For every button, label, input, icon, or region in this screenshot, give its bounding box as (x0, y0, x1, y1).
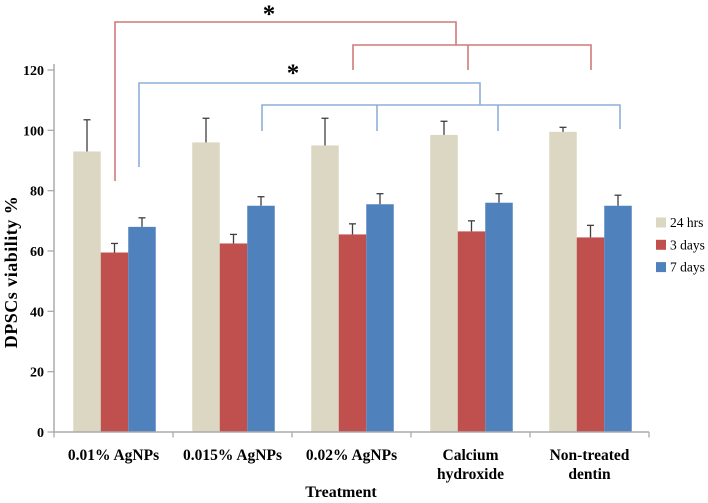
category-label-0-02-agnps: 0.02% AgNPs (306, 447, 397, 464)
legend-swatch-24-hrs (656, 217, 666, 228)
legend-label-7-days: 7 days (670, 260, 705, 275)
bar-3-days-non-treated-dentin (576, 237, 605, 432)
bar-24-hrs-0-02-agnps (311, 145, 339, 432)
y-tick-label-20: 20 (30, 366, 44, 381)
bar-3-days-0-01-agnps (100, 252, 129, 432)
bar-24-hrs-non-treated-dentin (549, 131, 577, 432)
y-tick-label-60: 60 (30, 245, 44, 260)
bar-24-hrs-0-01-agnps (73, 151, 101, 432)
y-tick-label-40: 40 (30, 305, 44, 320)
bar-7-days-0-015-agnps (247, 205, 275, 432)
category-label-calcium-hydroxide-line2: hydroxide (437, 466, 504, 483)
x-axis-title: Treatment (305, 484, 377, 501)
bar-7-days-non-treated-dentin (604, 205, 632, 432)
significance-bracket-red-3days-comparison-line1 (352, 44, 592, 70)
category-label-0-015-agnps: 0.015% AgNPs (183, 447, 282, 464)
y-tick-label-100: 100 (23, 124, 44, 139)
significance-bracket-red-3days-comparison-line0 (114, 21, 457, 181)
bar-3-days-calcium-hydroxide (457, 231, 486, 432)
bar-24-hrs-calcium-hydroxide (430, 134, 458, 432)
bar-7-days-0-01-agnps (128, 226, 156, 432)
bar-3-days-0-02-agnps (338, 234, 367, 432)
legend-label-3-days: 3 days (670, 237, 705, 252)
y-axis-title: DPSCs viability % (1, 196, 21, 349)
bar-3-days-0-015-agnps (219, 243, 248, 432)
category-label-calcium-hydroxide-line1: Calcium (443, 447, 499, 464)
significance-asterisk-blue-7days-comparison: * (287, 60, 300, 87)
category-label-non-treated-dentin-line1: Non-treated (550, 447, 630, 464)
legend-swatch-3-days (656, 239, 666, 250)
bar-7-days-0-02-agnps (366, 204, 394, 432)
category-label-non-treated-dentin-line2: dentin (568, 466, 611, 483)
y-tick-label-0: 0 (37, 426, 44, 441)
y-tick-label-120: 120 (23, 64, 44, 79)
bar-24-hrs-0-015-agnps (192, 142, 220, 432)
legend-swatch-7-days (656, 262, 666, 273)
significance-asterisk-red-3days-comparison: * (263, 1, 276, 28)
significance-bracket-blue-7days-comparison-line1 (261, 104, 621, 131)
bar-7-days-calcium-hydroxide (485, 202, 513, 432)
significance-bracket-blue-7days-comparison-line0 (138, 82, 481, 167)
y-tick-label-80: 80 (30, 185, 44, 200)
category-label-0-01-agnps: 0.01% AgNPs (68, 447, 159, 464)
legend-label-24-hrs: 24 hrs (670, 215, 703, 230)
